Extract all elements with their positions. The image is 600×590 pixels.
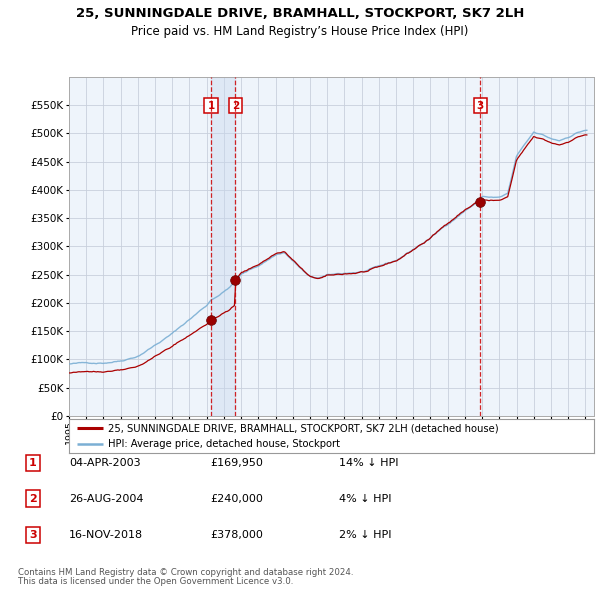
Text: HPI: Average price, detached house, Stockport: HPI: Average price, detached house, Stoc… <box>109 439 340 449</box>
Text: This data is licensed under the Open Government Licence v3.0.: This data is licensed under the Open Gov… <box>18 578 293 586</box>
Text: Contains HM Land Registry data © Crown copyright and database right 2024.: Contains HM Land Registry data © Crown c… <box>18 568 353 577</box>
Text: 14% ↓ HPI: 14% ↓ HPI <box>339 458 398 468</box>
Text: 26-AUG-2004: 26-AUG-2004 <box>69 494 143 503</box>
Bar <box>211 77 235 416</box>
Text: 4% ↓ HPI: 4% ↓ HPI <box>339 494 391 503</box>
Text: Price paid vs. HM Land Registry’s House Price Index (HPI): Price paid vs. HM Land Registry’s House … <box>131 25 469 38</box>
Text: 3: 3 <box>29 530 37 540</box>
Text: 2: 2 <box>232 100 239 110</box>
Text: £169,950: £169,950 <box>210 458 263 468</box>
Text: 1: 1 <box>29 458 37 468</box>
Text: £378,000: £378,000 <box>210 530 263 540</box>
Text: 1: 1 <box>208 100 215 110</box>
Text: 25, SUNNINGDALE DRIVE, BRAMHALL, STOCKPORT, SK7 2LH: 25, SUNNINGDALE DRIVE, BRAMHALL, STOCKPO… <box>76 7 524 20</box>
Text: 3: 3 <box>476 100 484 110</box>
Text: 04-APR-2003: 04-APR-2003 <box>69 458 140 468</box>
Text: 2% ↓ HPI: 2% ↓ HPI <box>339 530 391 540</box>
Text: 25, SUNNINGDALE DRIVE, BRAMHALL, STOCKPORT, SK7 2LH (detached house): 25, SUNNINGDALE DRIVE, BRAMHALL, STOCKPO… <box>109 423 499 433</box>
Text: £240,000: £240,000 <box>210 494 263 503</box>
Text: 16-NOV-2018: 16-NOV-2018 <box>69 530 143 540</box>
Text: 2: 2 <box>29 494 37 503</box>
